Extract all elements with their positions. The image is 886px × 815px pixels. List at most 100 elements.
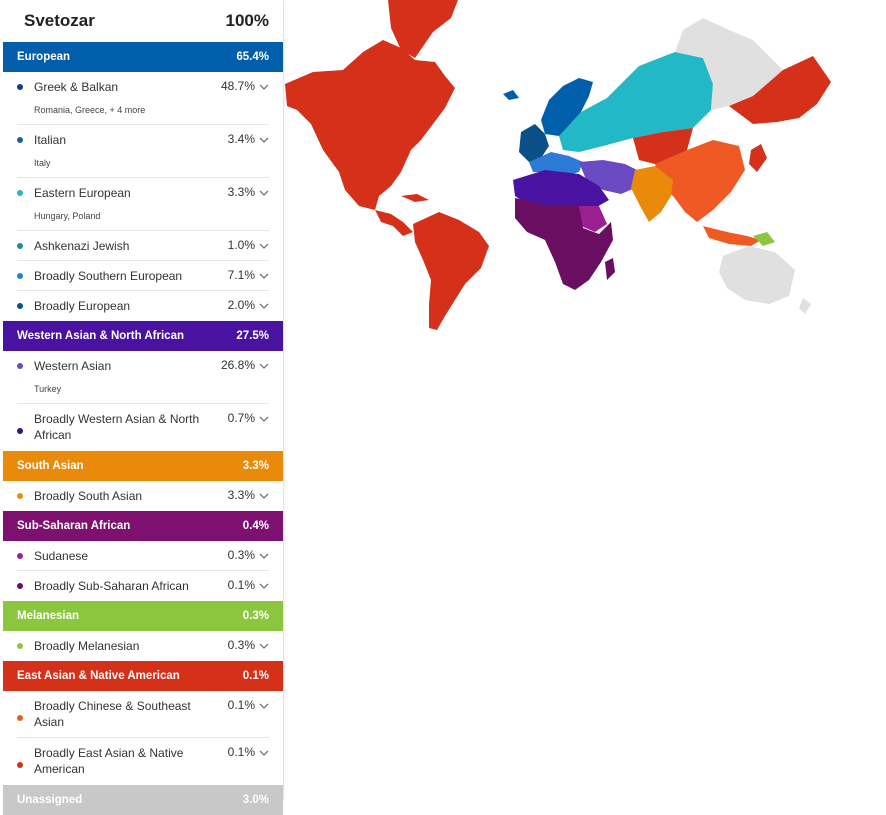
chevron-down-icon [259,303,269,309]
category-header[interactable]: Sub-Saharan African 0.4% [3,511,283,541]
ancestry-row[interactable]: Broadly Chinese & Southeast Asian 0.1% [17,691,269,738]
ancestry-percentage: 0.7% [227,411,255,425]
ancestry-percentage: 3.3% [227,185,255,199]
color-dot [17,583,23,589]
ancestry-subregions: Hungary, Poland [34,211,101,221]
map-region-sub-saharan-africa [515,198,613,290]
ancestry-row[interactable]: Broadly Western Asian & North African 0.7… [17,404,269,451]
ancestry-list: European 65.4% Greek & Balkan 48.7% Romania,… [3,42,283,815]
ancestry-percentage: 2.0% [227,298,255,312]
ancestry-percentage: 3.3% [227,488,255,502]
chevron-down-icon [259,583,269,589]
person-name: Svetozar [24,11,95,30]
map-region-far-east-russia [729,56,831,124]
category-label: Western Asian & North African [17,330,184,342]
ancestry-row[interactable]: Broadly East Asian & Native American 0.1% [17,738,269,785]
category-label: East Asian & Native American [17,670,180,682]
chevron-down-icon [259,363,269,369]
map-region-new-zealand [799,298,811,314]
category-percentage: 65.4% [236,51,269,63]
ancestry-percentage: 26.8% [220,358,255,372]
ancestry-percentage: 0.1% [227,698,255,712]
category-label: Unassigned [17,794,83,806]
category-items: Broadly South Asian 3.3% [3,481,283,511]
ancestry-label: Broadly Southern European [34,269,183,283]
category-percentage: 3.0% [242,794,269,806]
category-items: Broadly Melanesian 0.3% [3,631,283,661]
ancestry-label: Broadly South Asian [34,489,143,503]
chevron-down-icon [259,84,269,90]
ancestry-row[interactable]: Broadly European 2.0% [17,291,269,321]
map-region-maritime-asia [703,226,761,246]
ancestry-percentage: 0.3% [227,638,255,652]
ancestry-label: Sudanese [34,549,89,563]
chevron-down-icon [259,273,269,279]
category-percentage: 0.4% [242,520,269,532]
chevron-down-icon [259,750,269,756]
ancestry-label: Italian [34,133,67,147]
map-region-iceland [503,90,519,100]
category-percentage: 0.3% [242,610,269,622]
ancestry-percentage: 48.7% [220,79,255,93]
map-region-australia [719,246,795,304]
chevron-down-icon [259,137,269,143]
chevron-down-icon [259,493,269,499]
ancestry-row[interactable]: Broadly South Asian 3.3% [17,481,269,511]
category-header[interactable]: Melanesian 0.3% [3,601,283,631]
chevron-down-icon [259,643,269,649]
color-dot [17,243,23,249]
world-ancestry-map [285,0,831,330]
ancestry-row[interactable]: Greek & Balkan 48.7% Romania, Greece, + 4 … [17,72,269,125]
color-dot [17,190,23,196]
ancestry-row[interactable]: Broadly Southern European 7.1% [17,261,269,291]
map-region-south-america [413,212,489,330]
category-percentage: 3.3% [242,460,269,472]
ancestry-percentage: 0.3% [227,548,255,562]
ancestry-label: Greek & Balkan [34,80,119,94]
ancestry-label: Broadly Sub-Saharan African [34,579,189,593]
ancestry-subregions: Romania, Greece, + 4 more [34,105,146,115]
map-region-south-asia [631,166,673,222]
ancestry-label: Broadly Western Asian & North African [34,412,200,442]
total-percentage: 100% [225,11,269,30]
color-dot [17,273,23,279]
ancestry-label: Ashkenazi Jewish [34,239,130,253]
category-header[interactable]: East Asian & Native American 0.1% [3,661,283,691]
map-region-japan [749,144,767,172]
category-header[interactable]: Unassigned 3.0% [3,785,283,815]
color-dot [17,715,23,721]
map-region-east-asia [655,140,745,222]
chevron-down-icon [259,416,269,422]
category-items: Broadly Chinese & Southeast Asian 0.1% Bro… [3,691,283,785]
category-header[interactable]: South Asian 3.3% [3,451,283,481]
chevron-down-icon [259,703,269,709]
ancestry-percentage: 3.4% [227,132,255,146]
ancestry-label: Broadly Melanesian [34,639,140,653]
ancestry-row[interactable]: Sudanese 0.3% [17,541,269,571]
ancestry-row[interactable]: Broadly Sub-Saharan African 0.1% [17,571,269,601]
ancestry-percentage: 0.1% [227,745,255,759]
ancestry-row[interactable]: Broadly Melanesian 0.3% [17,631,269,661]
ancestry-composition-panel: Svetozar 100% European 65.4% Greek & Balka… [3,0,284,815]
map-region-scandinavia [541,78,593,136]
category-header[interactable]: European 65.4% [3,42,283,72]
map-region-north-america [285,40,455,210]
color-dot [17,84,23,90]
color-dot [17,643,23,649]
ancestry-row[interactable]: Eastern European 3.3% Hungary, Poland [17,178,269,231]
category-percentage: 27.5% [236,330,269,342]
chevron-down-icon [259,243,269,249]
category-items: Sudanese 0.3% Broadly Sub-Saharan African 0… [3,541,283,601]
ancestry-subregions: Italy [34,158,51,168]
ancestry-percentage: 0.1% [227,578,255,592]
category-header[interactable]: Western Asian & North African 27.5% [3,321,283,351]
map-region-north-africa [513,170,609,208]
ancestry-percentage: 1.0% [227,238,255,252]
map-region-eastern-europe [559,52,713,152]
ancestry-row[interactable]: Italian 3.4% Italy [17,125,269,178]
ancestry-row[interactable]: Ashkenazi Jewish 1.0% [17,231,269,261]
ancestry-subregions: Turkey [34,384,62,394]
map-region-sudan [579,206,607,232]
panel-header: Svetozar 100% [3,0,283,42]
ancestry-row[interactable]: Western Asian 26.8% Turkey [17,351,269,404]
